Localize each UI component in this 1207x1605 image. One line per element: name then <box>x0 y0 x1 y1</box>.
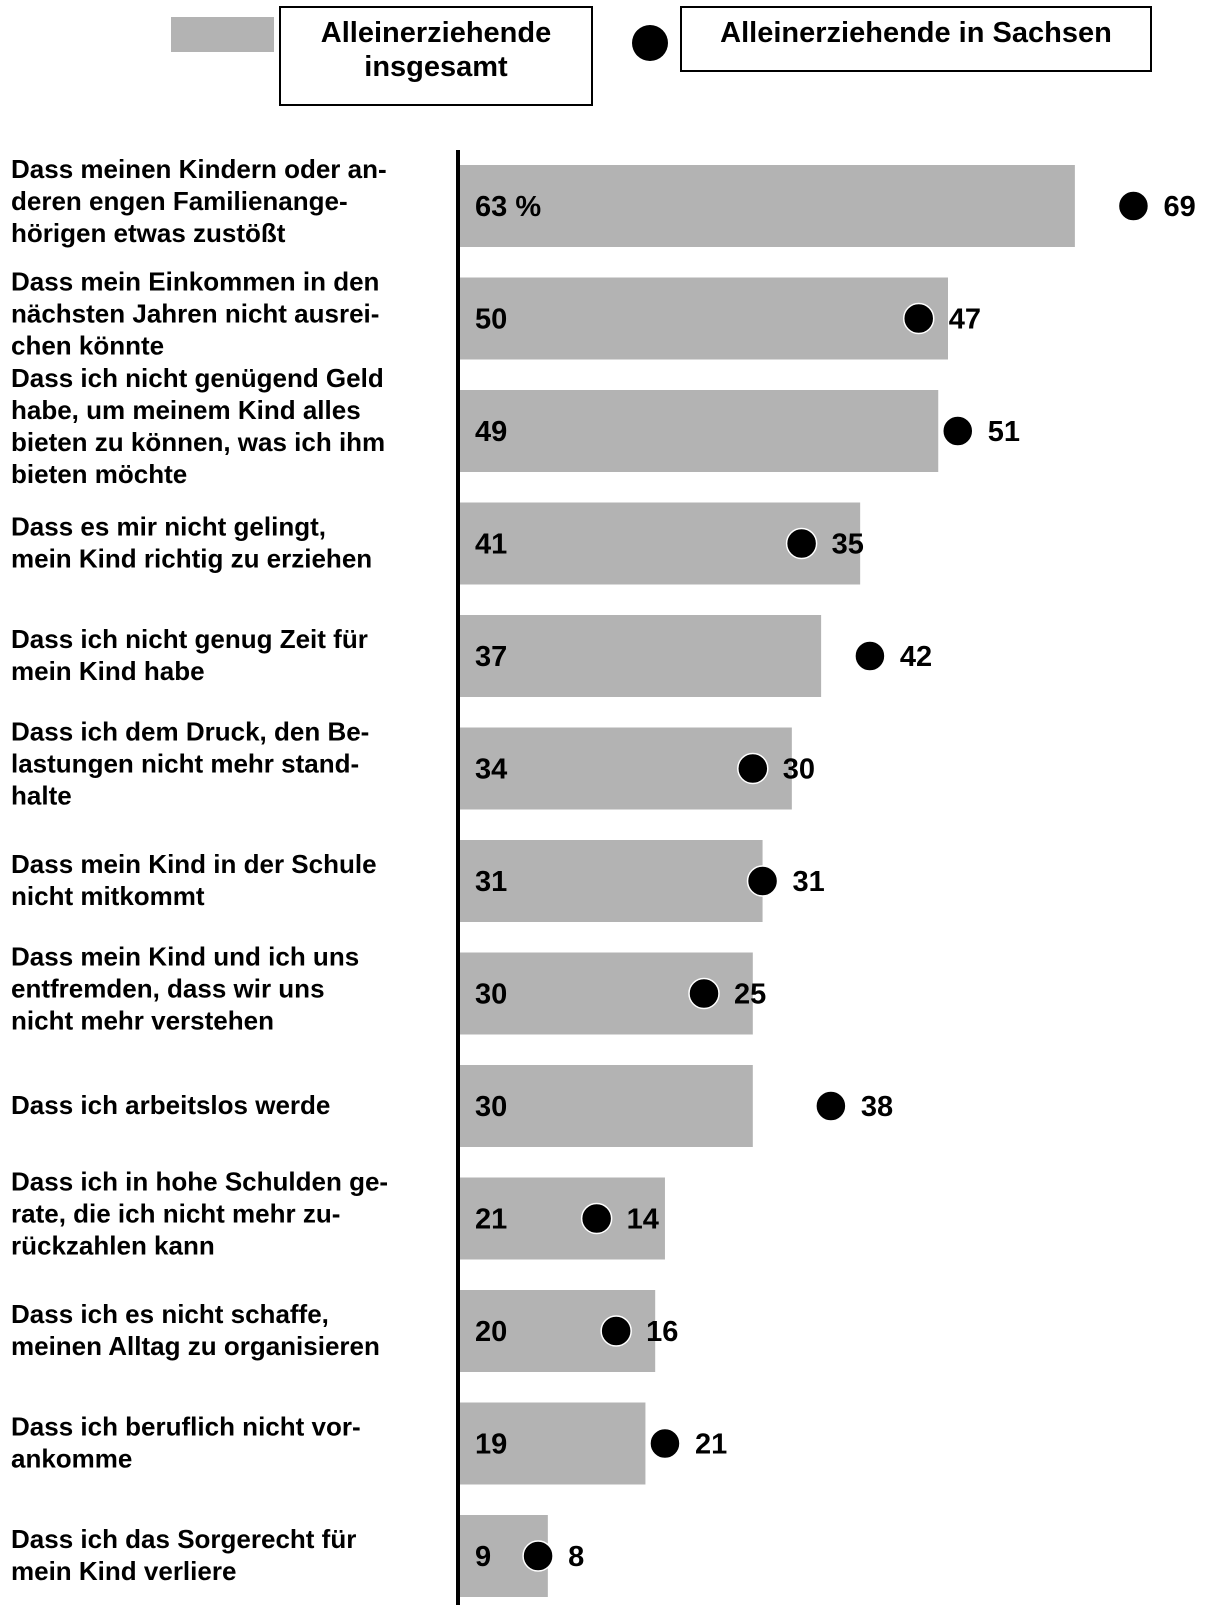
dot-marker <box>580 1202 613 1235</box>
dot-value-label: 47 <box>949 304 981 336</box>
bar-value-label: 41 <box>475 529 507 561</box>
category-label-line: Dass ich das Sorgerecht für <box>11 1524 356 1554</box>
category-label-line: rückzahlen kann <box>11 1231 215 1261</box>
category-label-line: entfremden, dass wir uns <box>11 974 325 1004</box>
category-label-line: nächsten Jahren nicht ausrei- <box>11 299 379 329</box>
dot-marker <box>942 415 974 447</box>
category-label-line: habe, um meinem Kind alles <box>11 395 361 425</box>
bar-value-label: 49 <box>475 416 507 448</box>
bar-value-label: 50 <box>475 304 507 336</box>
category-label-line: rate, die ich nicht mehr zu- <box>11 1199 340 1229</box>
dot-value-label: 38 <box>861 1091 893 1123</box>
category-label-line: Dass mein Einkommen in den <box>11 267 379 297</box>
category-label-line: Dass mein Kind und ich uns <box>11 942 359 972</box>
dot-marker <box>854 640 886 672</box>
bar-value-label: 19 <box>475 1429 507 1461</box>
category-label-line: halte <box>11 781 72 811</box>
bar-value-label: 31 <box>475 866 507 898</box>
dot-marker <box>522 1540 554 1572</box>
bar <box>460 727 792 810</box>
bar <box>460 1177 665 1260</box>
legend-swatch-all <box>171 17 274 52</box>
category-label-line: Dass ich beruflich nicht vor- <box>11 1412 361 1442</box>
dot-value-label: 16 <box>646 1316 678 1348</box>
category-label-line: ankomme <box>11 1444 132 1474</box>
category-label-line: bieten möchte <box>11 459 187 489</box>
bar-value-label: 63 % <box>475 191 541 223</box>
category-label: Dass ich beruflich nicht vor-ankomme <box>11 1412 361 1474</box>
dot-value-label: 69 <box>1163 191 1195 223</box>
bar-value-label: 37 <box>475 641 507 673</box>
bar-value-label: 21 <box>475 1204 507 1236</box>
dot-value-label: 42 <box>900 641 932 673</box>
dot-value-label: 8 <box>568 1541 584 1573</box>
category-label-line: Dass mein Kind in der Schule <box>11 849 377 879</box>
category-label-line: Dass ich nicht genügend Geld <box>11 363 384 393</box>
bar <box>460 615 822 697</box>
category-label: Dass ich dem Druck, den Be-lastungen nic… <box>11 717 369 811</box>
category-label: Dass ich nicht genug Zeit für mein Kind h… <box>11 624 368 686</box>
dot-marker <box>746 865 779 897</box>
category-label: Dass meinen Kindern oder an-deren engen … <box>11 154 387 248</box>
bar <box>460 165 1075 247</box>
bar-value-label: 34 <box>475 754 507 786</box>
category-label-line: hörigen etwas zustößt <box>11 218 286 248</box>
category-label-line: Dass ich nicht genug Zeit für <box>11 624 368 654</box>
dot-marker <box>815 1090 847 1122</box>
category-label: Dass ich es nicht schaffe, meinen Alltag … <box>11 1299 380 1361</box>
category-label: Dass mein Kind und ich uns entfremden, da… <box>11 942 359 1036</box>
category-label-line: mein Kind richtig zu erziehen <box>11 544 372 574</box>
category-label-line: mein Kind verliere <box>11 1556 236 1586</box>
bar <box>460 277 948 360</box>
category-label-line: Dass ich dem Druck, den Be- <box>11 717 369 747</box>
category-label-line: lastungen nicht mehr stand- <box>11 749 359 779</box>
dot-marker <box>737 752 769 785</box>
category-label-line: Dass ich es nicht schaffe, <box>11 1299 329 1329</box>
category-label-line: nicht mitkommt <box>11 881 205 911</box>
category-label: Dass mein Kind in der Schule nicht mitkom… <box>11 849 377 911</box>
dot-marker <box>902 302 935 335</box>
category-label: Dass ich arbeitslos werde <box>11 1090 330 1120</box>
dot-value-label: 21 <box>695 1429 727 1461</box>
category-label-line: bieten zu können, was ich ihm <box>11 427 385 457</box>
legend-label-all: Alleinerziehende insgesamt <box>279 6 593 106</box>
bar <box>460 840 763 922</box>
bar-value-label: 9 <box>475 1541 491 1573</box>
category-label-line: Dass ich in hohe Schulden ge- <box>11 1167 388 1197</box>
category-label-line: meinen Alltag zu organisieren <box>11 1331 380 1361</box>
bar <box>460 390 939 472</box>
legend-dot-sachsen <box>632 25 668 61</box>
dot-value-label: 31 <box>793 866 825 898</box>
dot-marker <box>785 527 818 560</box>
dot-marker <box>600 1315 632 1347</box>
legend: Alleinerziehende insgesamt Alleinerziehe… <box>0 0 1207 110</box>
category-label: Dass ich in hohe Schulden ge-rate, die i… <box>11 1167 388 1261</box>
category-label: Dass ich das Sorgerecht für mein Kind ver… <box>11 1524 356 1586</box>
dot-value-label: 51 <box>988 416 1020 448</box>
dot-marker <box>1117 190 1150 222</box>
bar <box>460 1402 646 1485</box>
category-label-line: Dass es mir nicht gelingt, <box>11 512 326 542</box>
legend-label-sachsen: Alleinerziehende in Sachsen <box>680 6 1152 72</box>
bar <box>460 1065 753 1147</box>
dot-value-label: 14 <box>627 1204 659 1236</box>
dot-value-label: 30 <box>783 754 815 786</box>
category-label-line: Dass ich arbeitslos werde <box>11 1090 330 1120</box>
dot-value-label: 35 <box>832 529 864 561</box>
dot-marker <box>688 977 720 1010</box>
bar-value-label: 30 <box>475 1091 507 1123</box>
category-label: Dass ich nicht genügend Geld habe, um mei… <box>11 363 385 489</box>
dot-value-label: 25 <box>734 979 766 1011</box>
category-label: Dass mein Einkommen in den nächsten Jahre… <box>11 267 379 361</box>
bar-value-label: 30 <box>475 979 507 1011</box>
category-label-line: chen könnte <box>11 331 164 361</box>
category-label-line: deren engen Familienange- <box>11 186 348 216</box>
bar-value-label: 20 <box>475 1316 507 1348</box>
category-label-line: Dass meinen Kindern oder an- <box>11 154 387 184</box>
category-label-line: mein Kind habe <box>11 656 205 686</box>
dot-marker <box>649 1427 681 1460</box>
category-label: Dass es mir nicht gelingt, mein Kind rich… <box>11 512 372 574</box>
category-label-line: nicht mehr verstehen <box>11 1006 274 1036</box>
